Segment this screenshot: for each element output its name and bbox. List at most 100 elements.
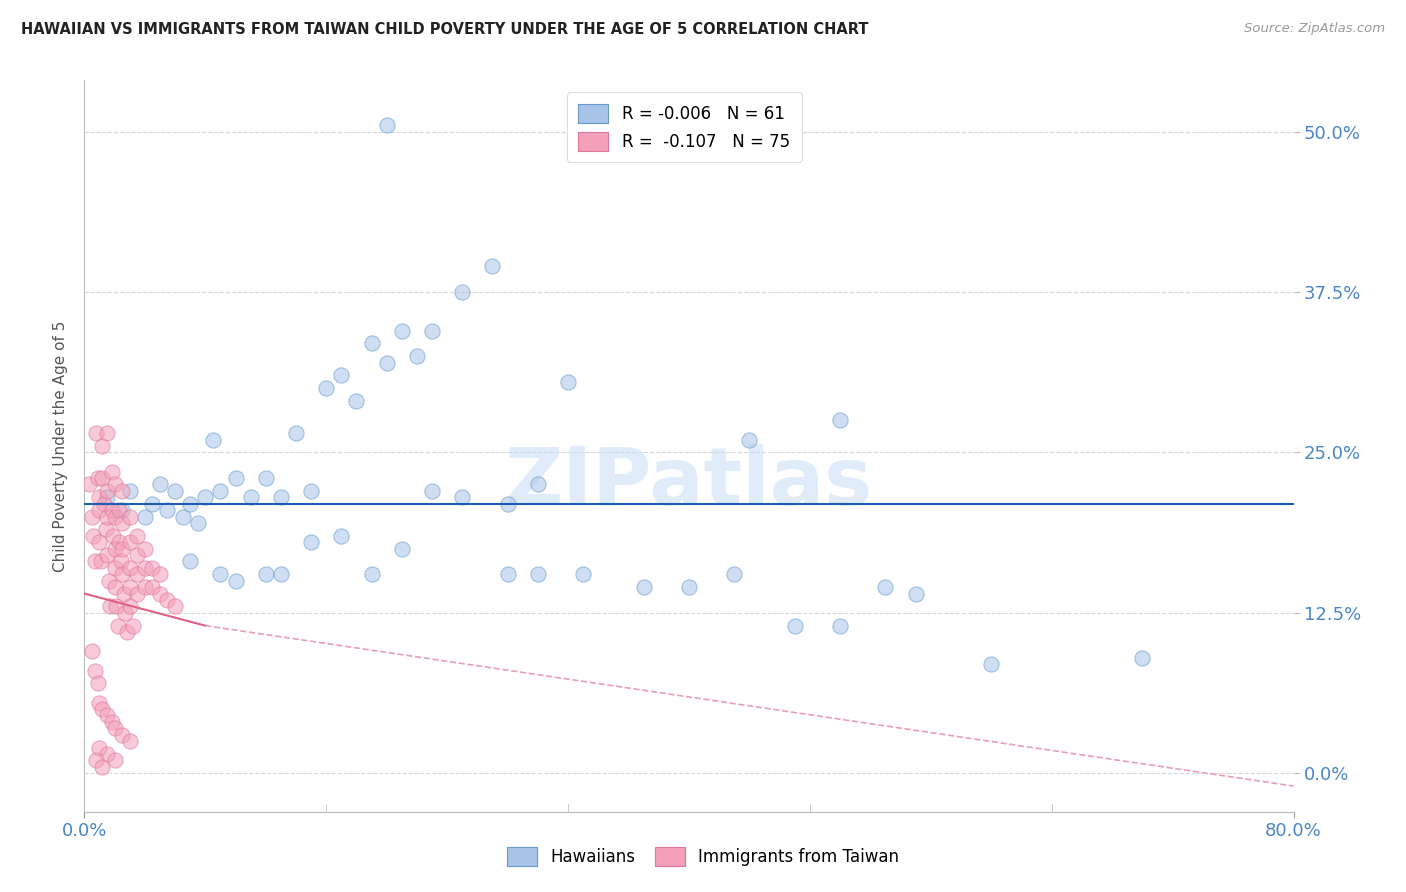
- Point: [89, 503, 111, 517]
- Point: [96, 491, 118, 505]
- Point: [980, 657, 1002, 672]
- Point: [830, 618, 852, 632]
- Point: [127, 548, 149, 562]
- Point: [225, 471, 247, 485]
- Point: [330, 368, 353, 383]
- Point: [118, 509, 141, 524]
- Point: [375, 118, 398, 132]
- Point: [127, 529, 149, 543]
- Point: [225, 574, 247, 588]
- Point: [101, 529, 124, 543]
- Point: [104, 580, 127, 594]
- Point: [330, 529, 353, 543]
- Point: [80, 644, 103, 658]
- Point: [91, 760, 114, 774]
- Point: [118, 561, 141, 575]
- Point: [96, 509, 118, 524]
- Point: [82, 529, 104, 543]
- Point: [104, 477, 127, 491]
- Point: [239, 491, 262, 505]
- Point: [481, 260, 503, 274]
- Point: [285, 426, 308, 441]
- Point: [406, 349, 429, 363]
- Point: [84, 664, 107, 678]
- Point: [105, 599, 128, 614]
- Point: [89, 740, 111, 755]
- Point: [121, 618, 143, 632]
- Point: [209, 483, 232, 498]
- Point: [738, 433, 761, 447]
- Point: [315, 381, 337, 395]
- Point: [904, 586, 927, 600]
- Point: [360, 567, 382, 582]
- Point: [96, 747, 118, 761]
- Point: [96, 708, 118, 723]
- Point: [156, 593, 179, 607]
- Point: [100, 503, 122, 517]
- Point: [391, 541, 413, 556]
- Point: [118, 580, 141, 594]
- Point: [96, 548, 118, 562]
- Point: [134, 509, 156, 524]
- Point: [104, 509, 127, 524]
- Point: [299, 535, 322, 549]
- Point: [104, 753, 127, 767]
- Point: [104, 561, 127, 575]
- Point: [89, 696, 111, 710]
- Point: [97, 574, 120, 588]
- Point: [100, 714, 122, 729]
- Point: [557, 375, 579, 389]
- Point: [420, 483, 443, 498]
- Point: [134, 580, 156, 594]
- Point: [96, 483, 118, 498]
- Point: [112, 586, 135, 600]
- Point: [254, 471, 277, 485]
- Point: [141, 497, 163, 511]
- Point: [77, 477, 100, 491]
- Point: [179, 497, 201, 511]
- Point: [104, 541, 127, 556]
- Point: [149, 586, 172, 600]
- Point: [107, 618, 129, 632]
- Point: [118, 535, 141, 549]
- Point: [572, 567, 595, 582]
- Point: [87, 471, 110, 485]
- Point: [127, 586, 149, 600]
- Point: [451, 285, 474, 299]
- Point: [527, 567, 550, 582]
- Point: [127, 567, 149, 582]
- Point: [111, 516, 134, 530]
- Point: [194, 491, 217, 505]
- Point: [187, 516, 209, 530]
- Point: [93, 497, 115, 511]
- Point: [391, 324, 413, 338]
- Point: [172, 509, 194, 524]
- Text: Source: ZipAtlas.com: Source: ZipAtlas.com: [1244, 22, 1385, 36]
- Point: [270, 567, 292, 582]
- Point: [134, 561, 156, 575]
- Point: [527, 477, 550, 491]
- Point: [108, 503, 131, 517]
- Point: [100, 465, 122, 479]
- Point: [115, 625, 138, 640]
- Point: [86, 426, 108, 441]
- Point: [111, 503, 134, 517]
- Point: [84, 554, 107, 568]
- Point: [254, 567, 277, 582]
- Point: [346, 394, 368, 409]
- Point: [80, 509, 103, 524]
- Point: [270, 491, 292, 505]
- Point: [89, 491, 111, 505]
- Point: [111, 728, 134, 742]
- Point: [87, 676, 110, 690]
- Point: [375, 355, 398, 369]
- Point: [118, 483, 141, 498]
- Point: [104, 721, 127, 735]
- Point: [633, 580, 655, 594]
- Point: [89, 535, 111, 549]
- Point: [141, 580, 163, 594]
- Point: [165, 483, 187, 498]
- Point: [783, 618, 806, 632]
- Point: [90, 554, 112, 568]
- Point: [111, 541, 134, 556]
